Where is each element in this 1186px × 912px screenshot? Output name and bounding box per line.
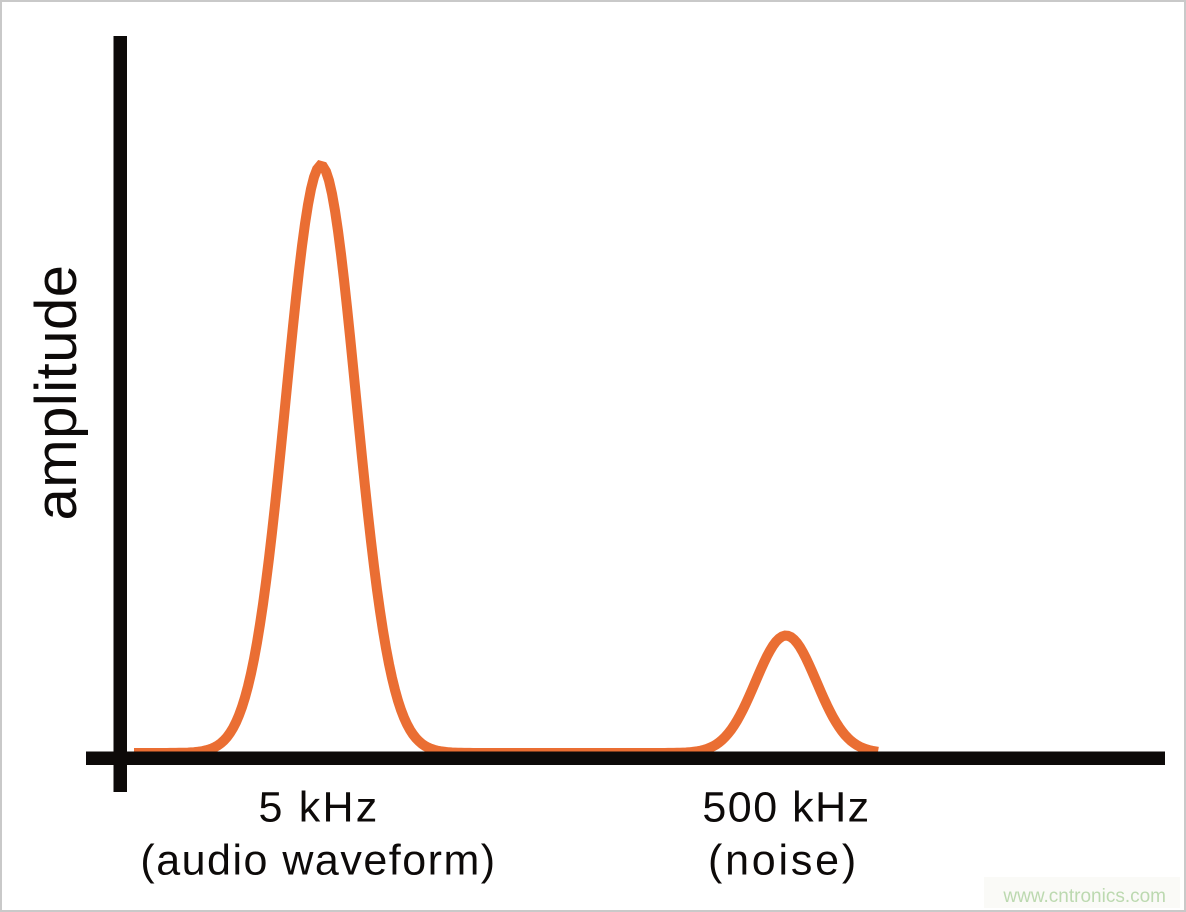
svg-text:(audio waveform): (audio waveform)	[140, 837, 496, 885]
svg-text:(noise): (noise)	[708, 837, 859, 885]
svg-text:amplitude: amplitude	[24, 265, 89, 521]
svg-text:5 kHz: 5 kHz	[259, 784, 380, 832]
svg-text:www.cntronics.com: www.cntronics.com	[1002, 886, 1166, 907]
svg-text:500 kHz: 500 kHz	[702, 784, 870, 832]
